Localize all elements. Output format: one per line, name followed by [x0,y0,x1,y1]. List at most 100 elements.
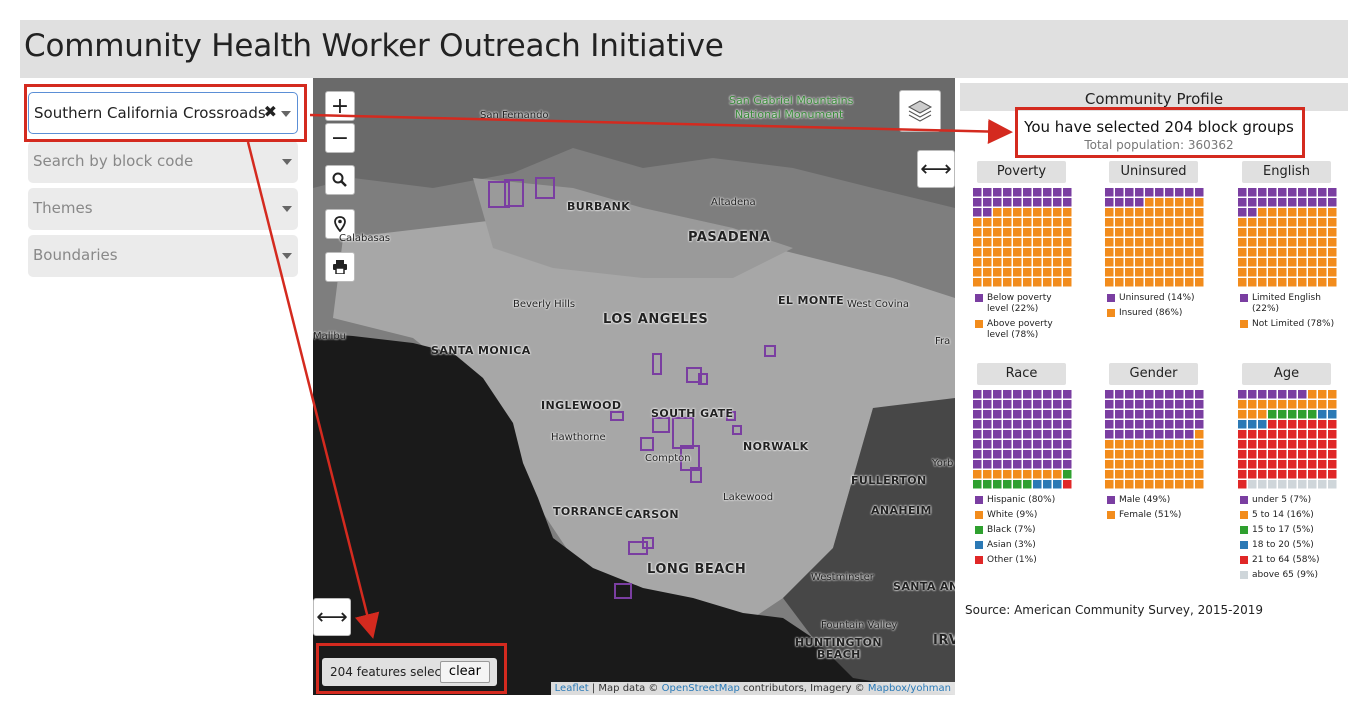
waffle-cell [1248,278,1257,287]
attribution-text: | Map data © [588,683,662,694]
waffle-cell [1115,470,1124,479]
waffle-cell [1135,440,1144,449]
panel-title: English [1242,161,1331,183]
chevron-down-icon[interactable] [282,253,292,259]
waffle-cell [1238,238,1247,247]
waffle-cell [1268,228,1277,237]
leaflet-link[interactable]: Leaflet [554,683,589,694]
annotation-arrows [246,113,1013,639]
waffle-cell [1003,390,1012,399]
waffle-cell [1248,268,1257,277]
map[interactable]: + − ⟷ ⟷ San Fernando San Gabriel Mountai… [313,78,955,695]
waffle-cell [1318,450,1327,459]
legend-label: Hispanic (80%) [987,495,1056,505]
waffle-cell [1278,208,1287,217]
waffle-cell [1063,198,1072,207]
waffle-cell [1125,400,1134,409]
waffle-cell [1185,410,1194,419]
waffle-cell [1043,410,1052,419]
clear-button[interactable]: clear [439,661,490,683]
location-pin-icon[interactable] [325,209,355,239]
waffle-cell [1135,208,1144,217]
waffle-cell [1135,480,1144,489]
layers-icon[interactable] [899,90,941,132]
waffle-cell [1248,258,1257,267]
waffle-cell [1063,248,1072,257]
print-icon[interactable] [325,252,355,282]
waffle-cell [1288,238,1297,247]
themes-label: Themes [33,199,93,217]
waffle-cell [1268,400,1277,409]
waffle-cell [1195,410,1204,419]
waffle-cell [1155,460,1164,469]
legend-label: Asian (3%) [987,540,1036,550]
legend-label: 15 to 17 (5%) [1252,525,1314,535]
legend-label: Below poverty level (22%) [987,293,1052,314]
legend-item: 21 to 64 (58%) [1240,555,1340,566]
waffle-cell [1033,268,1042,277]
osm-link[interactable]: OpenStreetMap [661,683,740,694]
zoom-out-button[interactable]: − [325,123,355,153]
waffle-cell [1258,450,1267,459]
attribution-text: contributors, Imagery © [739,683,868,694]
waffle-cell [1115,258,1124,267]
waffle-cell [1278,450,1287,459]
mapbox-link[interactable]: Mapbox/yohman [867,683,951,694]
waffle-cell [1003,400,1012,409]
waffle-cell [1003,198,1012,207]
waffle-cell [973,198,982,207]
legend-item: White (9%) [975,510,1075,521]
waffle-cell [1258,278,1267,287]
waffle-cell [1165,218,1174,227]
waffle-cell [1175,218,1184,227]
waffle-cell [1318,198,1327,207]
waffle-cell [1063,278,1072,287]
waffle-cell [1115,238,1124,247]
expand-panel-icon[interactable]: ⟷ [917,150,955,188]
legend-label: Not Limited (78%) [1252,319,1335,329]
waffle-cell [1195,400,1204,409]
waffle-cell [1145,188,1154,197]
waffle-cell [1308,278,1317,287]
waffle-cell [1278,248,1287,257]
chevron-down-icon[interactable] [282,159,292,165]
waffle-cell [1125,268,1134,277]
expand-sidebar-icon[interactable]: ⟷ [313,598,351,636]
waffle-cell [983,258,992,267]
region-select[interactable]: Southern California Crossroads ✖ [28,92,298,134]
waffle-cell [1288,258,1297,267]
waffle-cell [1003,430,1012,439]
waffle-cell [1003,268,1012,277]
waffle-cell [1195,268,1204,277]
waffle-cell [1175,480,1184,489]
waffle-cell [1175,228,1184,237]
waffle-cell [993,218,1002,227]
waffle-cell [1278,400,1287,409]
waffle-cell [1013,248,1022,257]
waffle-cell [1185,400,1194,409]
waffle-cell [1155,450,1164,459]
map-label: SOUTH GATE [651,407,734,420]
chevron-down-icon[interactable] [282,206,292,212]
waffle-cell [1063,268,1072,277]
waffle-cell [1155,480,1164,489]
boundaries-select[interactable]: Boundaries [28,235,298,277]
waffle-cell [1125,198,1134,207]
themes-select[interactable]: Themes [28,188,298,230]
waffle-cell [1145,208,1154,217]
waffle-cell [1053,258,1062,267]
search-icon[interactable] [325,165,355,195]
waffle-cell [993,248,1002,257]
legend-label: Other (1%) [987,555,1037,565]
waffle-cell [1155,400,1164,409]
chevron-down-icon[interactable] [281,111,291,117]
waffle-cell [1318,480,1327,489]
waffle-cell [1003,440,1012,449]
waffle-cell [1175,390,1184,399]
waffle-cell [1195,450,1204,459]
waffle-cell [993,208,1002,217]
clear-selection-icon[interactable]: ✖ [263,102,277,121]
waffle-cell [973,460,982,469]
waffle-cell [1063,420,1072,429]
waffle-cell [1053,208,1062,217]
